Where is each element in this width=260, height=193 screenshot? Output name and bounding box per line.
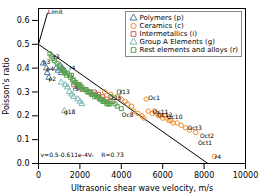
svg-text:Limit: Limit: [48, 8, 64, 15]
svg-text:Oc12: Oc12: [156, 110, 173, 118]
svg-text:p4: p4: [46, 65, 54, 73]
svg-text:4000: 4000: [111, 171, 131, 180]
svg-text:0.0: 0.0: [17, 159, 30, 168]
svg-text:v=0.5-0.611e-4Vₜ R=0.73: v=0.5-0.611e-4Vₜ R=0.73: [41, 151, 124, 158]
svg-text:8000: 8000: [194, 171, 214, 180]
svg-text:Ultrasonic shear wave velocity: Ultrasonic shear wave velocity, m/s: [71, 184, 213, 193]
html-text:Rest elements and alloys (r): Rest elements and alloys (r): [139, 46, 238, 54]
svg-text:0: 0: [36, 171, 41, 180]
html-text:Intermetallics (i): Intermetallics (i): [139, 30, 197, 38]
svg-text:r25: r25: [111, 94, 121, 101]
svg-text:p3: p3: [42, 58, 51, 66]
svg-text:r13: r13: [119, 87, 130, 95]
svg-text:0.4: 0.4: [17, 64, 30, 73]
svg-text:Oc1: Oc1: [148, 94, 160, 101]
svg-text:Oct1: Oct1: [198, 139, 212, 146]
svg-text:r3: r3: [53, 53, 59, 60]
svg-text:0.3: 0.3: [17, 88, 30, 97]
svg-text:Oct3: Oct3: [188, 124, 202, 131]
svg-text:Oct2: Oct2: [200, 132, 214, 139]
svg-text:6000: 6000: [153, 171, 173, 180]
svg-text:p2: p2: [48, 75, 56, 83]
svg-text:r5: r5: [73, 85, 79, 92]
svg-text:2000: 2000: [70, 171, 90, 180]
svg-text:0.5: 0.5: [17, 40, 30, 49]
html-text:Group A Elements (g): Group A Elements (g): [139, 38, 215, 46]
svg-text:0.2: 0.2: [17, 111, 30, 120]
html-text:Polymers (p): Polymers (p): [139, 14, 184, 22]
svg-text:0.1: 0.1: [17, 135, 30, 144]
svg-text:10000: 10000: [233, 171, 258, 180]
html-text:Ceramics (c): Ceramics (c): [139, 22, 184, 30]
svg-text:Poisson's ratio: Poisson's ratio: [2, 57, 11, 114]
svg-text:r4: r4: [215, 153, 221, 160]
svg-text:g18: g18: [64, 108, 76, 116]
svg-text:r4: r4: [69, 64, 75, 71]
svg-text:0.6: 0.6: [17, 16, 30, 25]
svg-text:Oc8: Oc8: [122, 111, 134, 118]
svg-text:Oc10: Oc10: [167, 113, 183, 120]
